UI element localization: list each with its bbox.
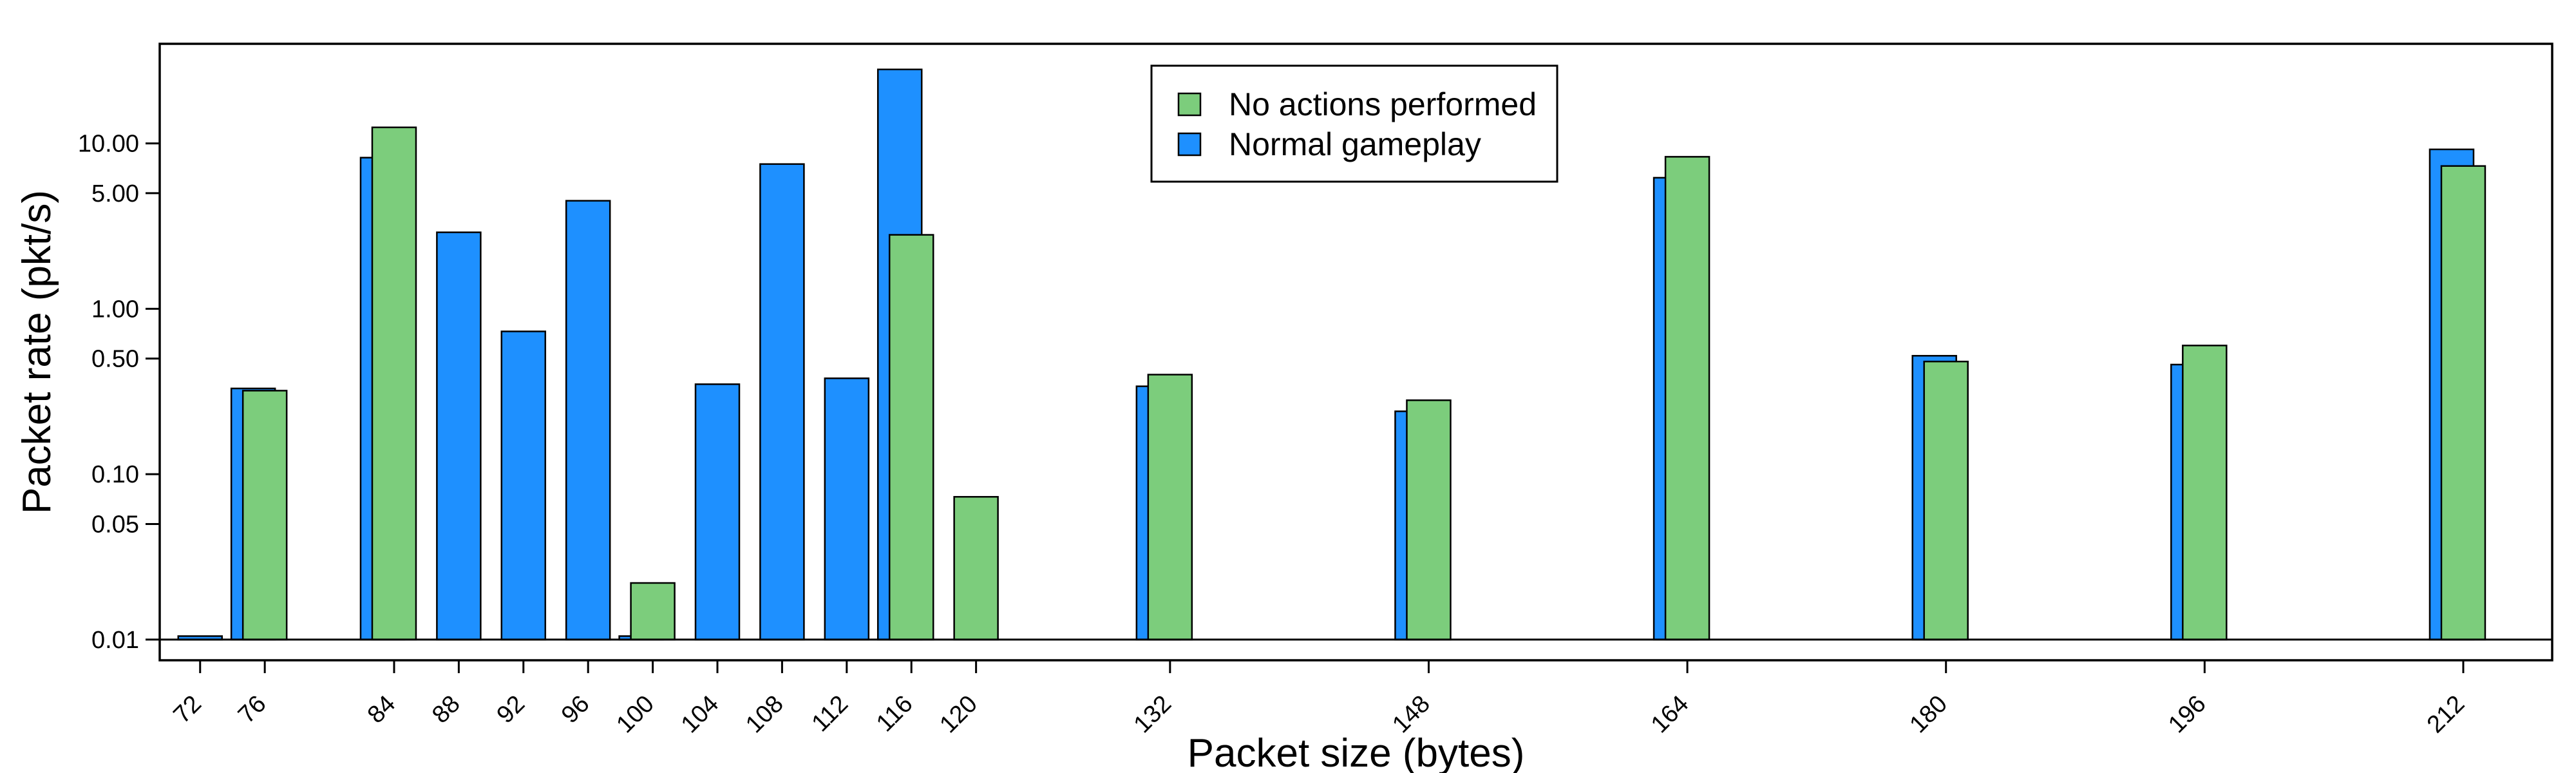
x-tick-label: 132	[1129, 691, 1177, 739]
x-tick-label: 108	[741, 691, 789, 739]
y-tick-label: 0.01	[91, 627, 139, 654]
bar-no-actions-196	[2182, 345, 2228, 641]
y-tick-label: 1.00	[91, 296, 139, 323]
bar-no-actions-164	[1664, 156, 1710, 641]
x-tick-label: 84	[363, 691, 401, 729]
bar-no-actions-116	[888, 234, 934, 641]
y-tick-label: 5.00	[91, 180, 139, 207]
legend: No actions performed Normal gameplay	[1150, 64, 1558, 183]
x-tick-label: 116	[871, 691, 918, 738]
x-axis: 72 76 84 88 92 96 100 104 108 112 116 120 132 148 164 1…	[169, 660, 2470, 738]
bar-normal-gameplay-96	[565, 200, 611, 641]
bar-no-actions-148	[1406, 399, 1452, 641]
bar-normal-gameplay-108	[759, 163, 805, 641]
plot-frame	[158, 43, 2553, 662]
x-tick-label: 72	[169, 691, 207, 729]
bar-no-actions-212	[2440, 165, 2486, 641]
x-tick-label: 76	[233, 691, 272, 729]
y-axis-title: Packet rate (pkt/s)	[15, 190, 59, 514]
x-tick-label: 212	[2422, 691, 2470, 739]
bar-normal-gameplay-112	[824, 377, 870, 641]
x-tick-label: 120	[934, 691, 983, 739]
x-tick-label: 164	[1646, 691, 1694, 739]
legend-swatch-normal-gameplay	[1177, 132, 1202, 157]
legend-box	[1150, 64, 1558, 183]
bar-normal-gameplay-88	[436, 231, 482, 641]
bar-no-actions-132	[1147, 374, 1193, 641]
bar-normal-gameplay-104	[694, 383, 741, 641]
x-tick-label: 100	[611, 691, 659, 739]
x-tick-label: 88	[427, 691, 466, 729]
x-axis-title: Packet size (bytes)	[1188, 731, 1525, 773]
bar-normal-gameplay-92	[500, 330, 547, 641]
x-tick-label: 180	[1905, 691, 1953, 739]
x-tick-label: 112	[807, 691, 854, 738]
bar-no-actions-100	[630, 582, 676, 641]
bars-layer	[177, 68, 2486, 641]
bar-no-actions-84	[371, 126, 417, 641]
bar-no-actions-120	[953, 495, 999, 641]
legend-label-normal-gameplay: Normal gameplay	[1229, 126, 1481, 162]
y-tick-label: 0.10	[91, 461, 139, 488]
legend-swatch-no-actions	[1177, 92, 1202, 117]
x-tick-label: 96	[556, 691, 595, 729]
x-tick-label: 92	[492, 691, 531, 729]
y-tick-label: 0.05	[91, 511, 139, 538]
x-tick-label: 196	[2163, 691, 2211, 739]
x-tick-label: 104	[676, 691, 724, 739]
bar-no-actions-76	[242, 390, 288, 641]
y-axis: 0.01 0.05 0.10 0.50 1.00 5.00 10.00	[78, 131, 160, 654]
legend-label-no-actions: No actions performed	[1229, 86, 1537, 122]
bar-no-actions-180	[1923, 360, 1969, 641]
y-tick-label: 0.50	[91, 346, 139, 373]
y-tick-label: 10.00	[78, 131, 139, 158]
